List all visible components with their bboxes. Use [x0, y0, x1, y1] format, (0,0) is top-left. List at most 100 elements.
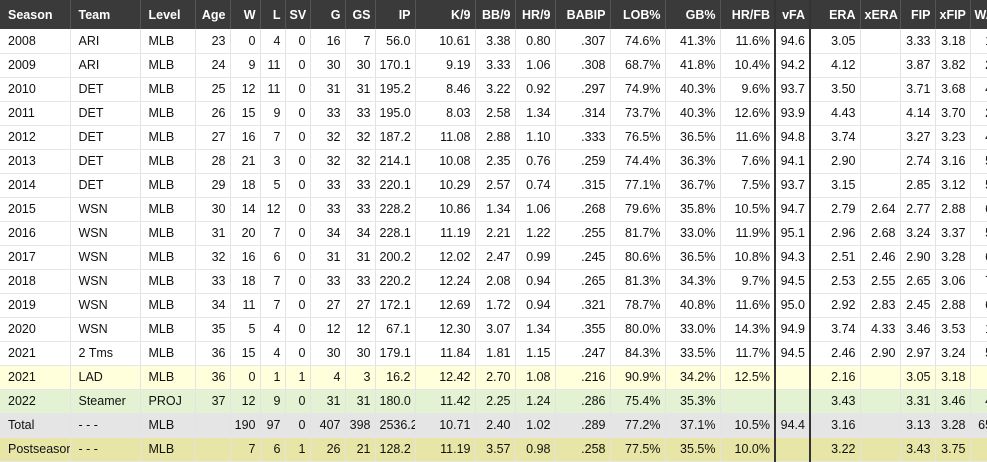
cell-ip: 200.2 — [375, 245, 416, 270]
cell-xfip: 3.12 — [935, 173, 971, 198]
column-header-gb[interactable]: GB% — [665, 0, 721, 29]
cell-season: 2012 — [0, 125, 71, 150]
column-header-g[interactable]: G — [310, 0, 346, 29]
column-header-xfip[interactable]: xFIP — [935, 0, 971, 29]
cell-babip: .258 — [555, 437, 611, 462]
cell-team[interactable]: DET — [70, 149, 141, 174]
cell-level: MLB — [140, 29, 196, 54]
cell-bb-9: 3.38 — [475, 29, 516, 54]
cell-age: 30 — [195, 197, 231, 222]
cell-hr-9: 1.10 — [515, 125, 556, 150]
cell-vfa: 94.5 — [775, 269, 811, 294]
cell-age: 35 — [195, 317, 231, 342]
cell-age: 37 — [195, 389, 231, 414]
cell-team[interactable]: DET — [70, 101, 141, 126]
cell-xfip: 3.75 — [935, 437, 971, 462]
column-header-hr-9[interactable]: HR/9 — [515, 0, 556, 29]
cell-team[interactable]: WSN — [70, 197, 141, 222]
column-header-lob[interactable]: LOB% — [610, 0, 666, 29]
cell-era: 2.53 — [810, 269, 861, 294]
cell-ip: 195.0 — [375, 101, 416, 126]
cell-g: 31 — [310, 245, 346, 270]
cell-xfip: 3.18 — [935, 365, 971, 390]
cell-gs: 32 — [345, 149, 376, 174]
column-header-xera[interactable]: xERA — [860, 0, 901, 29]
cell-sv: 0 — [285, 149, 311, 174]
column-header-l[interactable]: L — [260, 0, 286, 29]
cell-war: 6.5 — [970, 293, 987, 318]
cell-team[interactable]: WSN — [70, 221, 141, 246]
cell-ip: 2536.2 — [375, 413, 416, 438]
cell-team[interactable]: DET — [70, 173, 141, 198]
column-header-fip[interactable]: FIP — [900, 0, 936, 29]
cell-hr-9: 1.08 — [515, 365, 556, 390]
cell-lob: 84.3% — [610, 341, 666, 366]
column-header-k-9[interactable]: K/9 — [415, 0, 476, 29]
cell-war — [970, 437, 987, 462]
cell-team[interactable]: WSN — [70, 293, 141, 318]
cell-team[interactable]: WSN — [70, 245, 141, 270]
cell-war: 4.4 — [970, 389, 987, 414]
cell-team[interactable]: LAD — [70, 365, 141, 390]
cell-gb: 36.7% — [665, 173, 721, 198]
cell-team[interactable]: DET — [70, 125, 141, 150]
cell-lob: 80.0% — [610, 317, 666, 342]
cell-vfa: 94.1 — [775, 149, 811, 174]
table-row: 2021 2 Tms MLB 36 15 4 0 30 30 179.1 11.84 1.81 1.15… — [0, 341, 987, 366]
cell-ip: 220.1 — [375, 173, 416, 198]
cell-ip: 128.2 — [375, 437, 416, 462]
cell-hr-9: 1.34 — [515, 317, 556, 342]
cell-g: 33 — [310, 197, 346, 222]
column-header-season[interactable]: Season — [0, 0, 71, 29]
table-row: 2016 WSN MLB 31 20 7 0 34 34 228.1 11.19 2.21 1.22.2… — [0, 221, 987, 246]
column-header-w[interactable]: W — [230, 0, 261, 29]
column-header-vfa[interactable]: vFA — [775, 0, 811, 29]
column-header-sv[interactable]: SV — [285, 0, 311, 29]
cell-w: 18 — [230, 269, 261, 294]
cell-vfa: 94.3 — [775, 245, 811, 270]
cell-hr-9: 1.06 — [515, 197, 556, 222]
column-header-war[interactable]: WAR — [970, 0, 987, 29]
cell-hr-9: 0.98 — [515, 437, 556, 462]
cell-bb-9: 3.33 — [475, 53, 516, 78]
column-header-level[interactable]: Level — [140, 0, 196, 29]
cell-gs: 12 — [345, 317, 376, 342]
cell-level: MLB — [140, 245, 196, 270]
cell-level: MLB — [140, 221, 196, 246]
cell-w: 190 — [230, 413, 261, 438]
column-header-era[interactable]: ERA — [810, 0, 861, 29]
cell-season: 2019 — [0, 293, 71, 318]
column-header-ip[interactable]: IP — [375, 0, 416, 29]
cell-team[interactable]: DET — [70, 77, 141, 102]
cell-hr-9: 1.06 — [515, 53, 556, 78]
cell-level: MLB — [140, 173, 196, 198]
cell-season: 2021 — [0, 365, 71, 390]
cell-team[interactable]: WSN — [70, 269, 141, 294]
cell-babip: .297 — [555, 77, 611, 102]
table-row: 2014 DET MLB 29 18 5 0 33 33 220.1 10.29 2.57 0.74.3… — [0, 173, 987, 198]
cell-hr-fb: 10.4% — [720, 53, 776, 78]
cell-sv: 1 — [285, 365, 311, 390]
cell-gs: 27 — [345, 293, 376, 318]
column-header-bb-9[interactable]: BB/9 — [475, 0, 516, 29]
cell-l: 4 — [260, 29, 286, 54]
cell-gs: 31 — [345, 77, 376, 102]
cell-era: 4.12 — [810, 53, 861, 78]
cell-team[interactable]: WSN — [70, 317, 141, 342]
cell-vfa — [775, 437, 811, 462]
cell-age: 32 — [195, 245, 231, 270]
column-header-age[interactable]: Age — [195, 0, 231, 29]
cell-hr-fb: 9.7% — [720, 269, 776, 294]
cell-sv: 0 — [285, 29, 311, 54]
cell-team[interactable]: 2 Tms — [70, 341, 141, 366]
cell-team[interactable]: ARI — [70, 53, 141, 78]
cell-w: 21 — [230, 149, 261, 174]
column-header-hr-fb[interactable]: HR/FB — [720, 0, 776, 29]
cell-era: 2.51 — [810, 245, 861, 270]
column-header-team[interactable]: Team — [70, 0, 141, 29]
column-header-gs[interactable]: GS — [345, 0, 376, 29]
cell-team[interactable]: ARI — [70, 29, 141, 54]
column-header-babip[interactable]: BABIP — [555, 0, 611, 29]
cell-w: 14 — [230, 197, 261, 222]
cell-gb: 33.5% — [665, 341, 721, 366]
